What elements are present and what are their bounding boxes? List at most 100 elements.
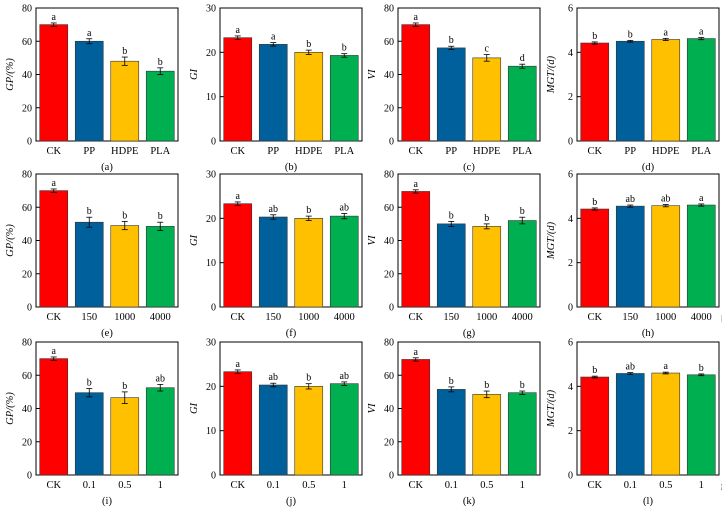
y-tick-label: 20 <box>22 437 32 448</box>
bar <box>294 52 324 142</box>
significance-letter: c <box>485 44 490 55</box>
y-tick-label: 20 <box>384 269 394 280</box>
significance-letter: b <box>306 205 311 216</box>
y-tick-label: 40 <box>22 236 32 247</box>
y-tick-label: 30 <box>206 4 216 15</box>
bar <box>651 205 681 308</box>
x-tick-label: 0.1 <box>445 480 458 491</box>
panel-label: (i) <box>102 496 112 507</box>
y-tick-label: 0 <box>27 471 32 482</box>
bar <box>145 70 175 142</box>
significance-letter: ab <box>340 371 349 382</box>
axis-frame <box>219 173 363 308</box>
significance-letter: ab <box>340 202 349 213</box>
significance-letter: a <box>52 346 57 357</box>
x-tick-label: PLA <box>150 146 170 157</box>
axis-frame <box>576 173 720 308</box>
significance-letter: b <box>592 365 597 376</box>
y-axis-label: VI <box>367 235 378 245</box>
x-tick-label: PLA <box>512 146 532 157</box>
x-tick-label: CK <box>46 312 61 323</box>
significance-letter: b <box>592 31 597 42</box>
x-tick-label: 0.5 <box>302 480 315 491</box>
y-tick-label: 0 <box>211 137 216 148</box>
y-tick-label: 60 <box>384 371 394 382</box>
significance-letter: b <box>449 35 454 46</box>
significance-letter: a <box>236 191 241 202</box>
significance-letter: ab <box>269 204 278 215</box>
significance-letter: d <box>520 53 525 64</box>
y-tick-label: 80 <box>22 170 32 181</box>
significance-letter: ab <box>626 194 635 205</box>
x-tick-label: 4000 <box>150 312 171 323</box>
x-tick-label: CK <box>230 312 245 323</box>
axis-frame <box>219 7 363 142</box>
y-tick-label: 60 <box>384 203 394 214</box>
significance-letter: a <box>664 361 669 372</box>
significance-letter: a <box>414 12 419 23</box>
x-tick-label: HDPE <box>295 146 322 157</box>
bar <box>436 223 466 308</box>
significance-letter: ab <box>156 373 165 384</box>
bar <box>329 383 359 476</box>
bar <box>580 376 610 476</box>
x-tick-label: 1 <box>699 480 704 491</box>
y-tick-label: 80 <box>22 4 32 15</box>
significance-letter: b <box>628 29 633 40</box>
x-tick-label: CK <box>587 312 602 323</box>
y-tick-label: 0 <box>211 471 216 482</box>
x-tick-label: 1 <box>520 480 525 491</box>
x-tick-label: 1000 <box>476 312 497 323</box>
panel-label: (b) <box>285 162 298 173</box>
bar <box>294 218 324 308</box>
x-tick-label: 1 <box>158 480 163 491</box>
panel-label: (k) <box>463 496 476 507</box>
bar <box>74 221 104 308</box>
significance-letter: b <box>158 57 163 68</box>
y-tick-label: 10 <box>206 258 216 269</box>
y-axis-label: GI <box>189 234 200 246</box>
x-tick-label: PP <box>624 146 636 157</box>
y-tick-label: 6 <box>568 338 573 349</box>
significance-letter: a <box>699 26 704 37</box>
y-axis-label: GI <box>189 68 200 80</box>
y-tick-label: 10 <box>206 426 216 437</box>
y-tick-label: 0 <box>27 137 32 148</box>
panel-d: 0 2 4 6 MGT/(d) b CK b PP a HDPE a PLA (d) <box>546 4 720 173</box>
axis-frame <box>576 7 720 142</box>
y-tick-label: 4 <box>568 382 573 393</box>
bar <box>507 392 537 476</box>
bar <box>507 220 537 308</box>
x-tick-label: PP <box>267 146 279 157</box>
y-tick-label: 60 <box>22 203 32 214</box>
y-tick-label: 0 <box>389 471 394 482</box>
significance-letter: b <box>484 380 489 391</box>
significance-letter: b <box>592 197 597 208</box>
bar <box>329 215 359 308</box>
x-tick-label: 0.5 <box>659 480 672 491</box>
bar <box>110 225 140 308</box>
y-axis-label: VI <box>367 403 378 413</box>
y-tick-label: 80 <box>384 4 394 15</box>
y-tick-label: 0 <box>211 303 216 314</box>
panel-label: (j) <box>286 496 296 507</box>
x-tick-label: CK <box>46 480 61 491</box>
bar <box>39 190 69 308</box>
bar <box>39 358 69 476</box>
x-tick-label: CK <box>408 146 423 157</box>
y-tick-label: 40 <box>22 70 32 81</box>
bar <box>686 374 716 476</box>
bar <box>401 359 431 476</box>
bar <box>223 371 253 476</box>
significance-letter: b <box>87 206 92 217</box>
significance-letter: a <box>87 28 92 39</box>
bar <box>258 44 288 142</box>
axis-frame <box>576 341 720 476</box>
x-tick-label: CK <box>587 146 602 157</box>
bar <box>223 37 253 142</box>
y-tick-label: 0 <box>389 137 394 148</box>
bar <box>145 387 175 476</box>
bar <box>472 226 502 308</box>
significance-letter: b <box>122 381 127 392</box>
bar <box>686 204 716 308</box>
